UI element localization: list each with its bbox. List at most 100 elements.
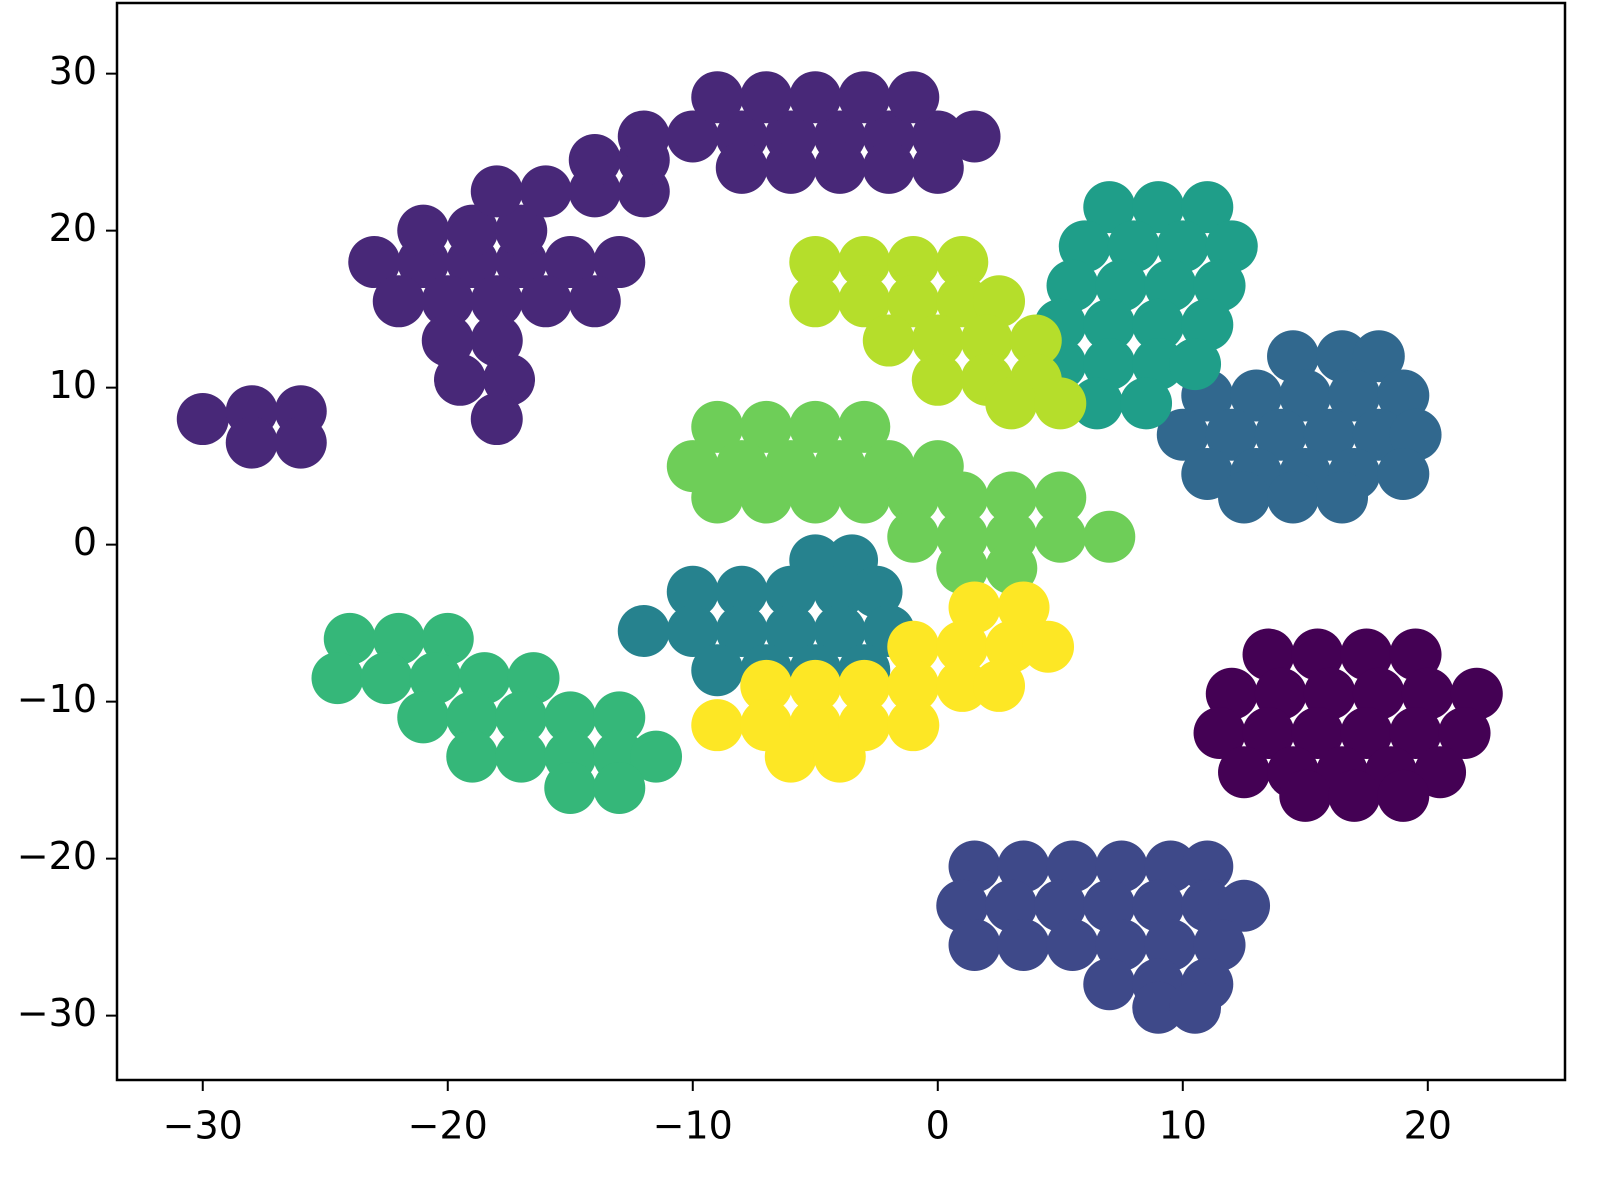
point (936, 879, 989, 932)
point (1328, 769, 1381, 822)
point (691, 699, 744, 752)
point (666, 110, 719, 163)
point (1046, 840, 1099, 893)
point (483, 353, 536, 406)
point (813, 565, 866, 618)
point (911, 353, 964, 406)
point (789, 659, 842, 712)
point (740, 400, 793, 453)
point (911, 141, 964, 194)
point (789, 400, 842, 453)
point (458, 652, 511, 705)
x-tick-label: −30 (163, 1104, 243, 1148)
point (887, 510, 940, 563)
point (397, 691, 450, 744)
point (1156, 220, 1209, 273)
point (1242, 707, 1295, 760)
point (372, 612, 425, 665)
point (225, 416, 278, 469)
point (936, 471, 989, 524)
point (1218, 879, 1271, 932)
x-tick-label: 0 (926, 1104, 950, 1148)
point (911, 314, 964, 367)
point (1083, 338, 1136, 391)
point (1107, 220, 1160, 273)
point (446, 730, 499, 783)
point (691, 71, 744, 124)
point (1034, 510, 1087, 563)
x-tick-label: 10 (1159, 1104, 1207, 1148)
point (1181, 181, 1234, 234)
point (470, 314, 523, 367)
point (1450, 667, 1503, 720)
point (666, 604, 719, 657)
point (617, 110, 670, 163)
point (997, 918, 1050, 971)
point (997, 581, 1050, 634)
point (813, 604, 866, 657)
point (789, 275, 842, 328)
point (1254, 667, 1307, 720)
point (1009, 314, 1062, 367)
point (1218, 471, 1271, 524)
point (985, 879, 1038, 932)
point (813, 141, 866, 194)
point (838, 71, 891, 124)
point (1303, 667, 1356, 720)
point (936, 236, 989, 289)
point (838, 400, 891, 453)
x-tick-label: −10 (653, 1104, 733, 1148)
point (1132, 338, 1185, 391)
point (360, 652, 413, 705)
point (948, 840, 1001, 893)
point (617, 604, 670, 657)
point (715, 565, 768, 618)
point (1193, 707, 1246, 760)
point (740, 71, 793, 124)
point (1181, 840, 1234, 893)
point (397, 204, 450, 257)
point (544, 691, 597, 744)
point (764, 565, 817, 618)
point (1169, 338, 1222, 391)
point (887, 275, 940, 328)
point (1058, 220, 1111, 273)
point (936, 542, 989, 595)
point (1205, 408, 1258, 461)
point (1242, 628, 1295, 681)
point (1132, 298, 1185, 351)
point (936, 620, 989, 673)
point (446, 691, 499, 744)
point (1267, 471, 1320, 524)
point (973, 659, 1026, 712)
point (274, 416, 327, 469)
point (1352, 330, 1405, 383)
point (519, 165, 572, 218)
point (495, 204, 548, 257)
y-tick-label: 0 (73, 520, 97, 564)
point (1267, 330, 1320, 383)
point (838, 659, 891, 712)
point (1193, 918, 1246, 971)
point (1083, 298, 1136, 351)
point (1340, 628, 1393, 681)
point (948, 110, 1001, 163)
point (1316, 471, 1369, 524)
point (495, 730, 548, 783)
point (1132, 879, 1185, 932)
point (593, 236, 646, 289)
y-tick-label: −30 (17, 991, 97, 1035)
point (1389, 408, 1442, 461)
point (1438, 707, 1491, 760)
point (544, 761, 597, 814)
y-tick-label: 30 (49, 49, 97, 93)
point (691, 644, 744, 697)
point (715, 604, 768, 657)
point (936, 275, 989, 328)
point (666, 565, 719, 618)
point (421, 275, 474, 328)
point (764, 604, 817, 657)
point (1083, 510, 1136, 563)
point (973, 275, 1026, 328)
